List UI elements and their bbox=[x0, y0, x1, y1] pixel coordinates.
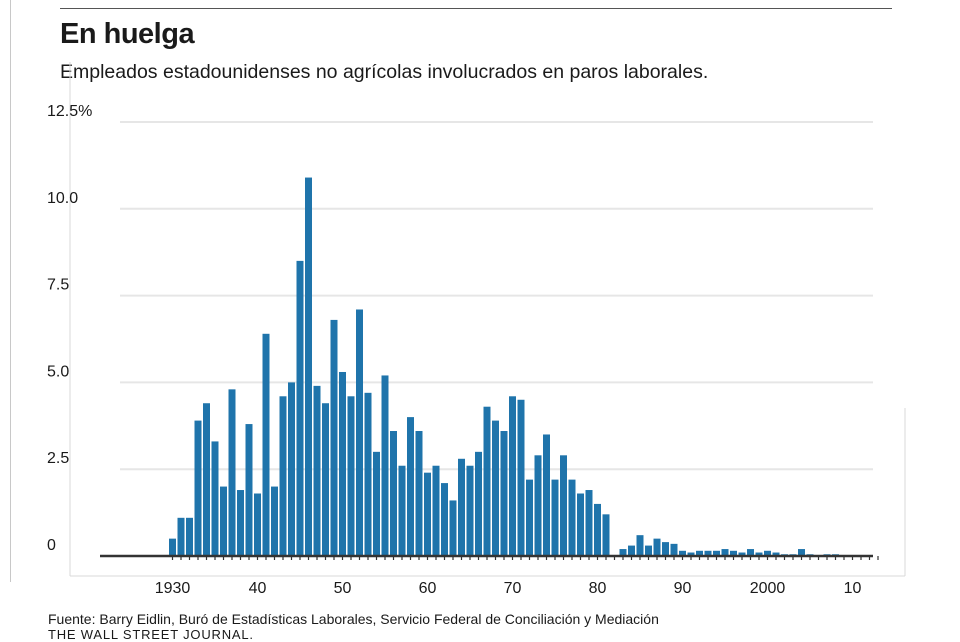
axes bbox=[69, 62, 906, 577]
bar-1959 bbox=[415, 431, 423, 556]
bar-1999 bbox=[755, 552, 763, 556]
bar-1931 bbox=[177, 517, 185, 556]
bar-1997 bbox=[738, 552, 746, 556]
bar-1946 bbox=[305, 177, 312, 556]
x-tick-label-5: 80 bbox=[589, 580, 607, 597]
bar-1973 bbox=[534, 455, 542, 556]
bar-2000 bbox=[764, 550, 771, 556]
bar-1967 bbox=[483, 406, 491, 556]
x-tick-label-1: 40 bbox=[249, 580, 267, 597]
x-tick-label-2: 50 bbox=[334, 580, 352, 597]
publisher-credit: THE WALL STREET JOURNAL. bbox=[48, 627, 254, 642]
y-tick-label-2: 5.0 bbox=[47, 363, 69, 380]
bar-1955 bbox=[381, 375, 389, 556]
bar-1985 bbox=[636, 535, 644, 556]
bar-1993 bbox=[704, 550, 712, 556]
bar-1941 bbox=[262, 333, 270, 556]
bar-1990 bbox=[679, 550, 686, 556]
bar-1961 bbox=[432, 465, 440, 556]
x-tick-label-4: 70 bbox=[504, 580, 522, 597]
bar-1980 bbox=[594, 503, 601, 556]
bar-1992 bbox=[696, 550, 703, 556]
bar-1968 bbox=[492, 420, 499, 556]
x-tick-label-6: 90 bbox=[674, 580, 692, 597]
y-tick-label-5: 12.5% bbox=[47, 103, 92, 120]
bar-1930 bbox=[169, 538, 176, 556]
chart-subtitle: Empleados estadounidenses no agrícolas i… bbox=[60, 61, 709, 83]
bar-1978 bbox=[577, 493, 584, 556]
bar-1989 bbox=[670, 543, 678, 556]
bar-1942 bbox=[271, 486, 278, 556]
bar-1951 bbox=[347, 396, 355, 556]
bar-1962 bbox=[441, 483, 448, 556]
left-border-line bbox=[10, 0, 11, 582]
bar-1964 bbox=[458, 458, 465, 556]
source-note: Fuente: Barry Eidlin, Buró de Estadístic… bbox=[48, 611, 659, 627]
bar-1969 bbox=[500, 431, 508, 556]
bar-1935 bbox=[211, 441, 219, 556]
bar-1934 bbox=[203, 403, 210, 556]
bar-1987 bbox=[653, 538, 661, 556]
bar-1960 bbox=[424, 472, 431, 556]
bar-2004 bbox=[798, 549, 805, 556]
y-tick-label-0: 0 bbox=[47, 537, 56, 554]
bars bbox=[169, 177, 873, 556]
bar-1965 bbox=[466, 465, 474, 556]
bar-1944 bbox=[288, 382, 295, 556]
bar-1983 bbox=[619, 549, 627, 556]
bar-1970 bbox=[509, 396, 516, 556]
bar-1940 bbox=[254, 493, 261, 556]
bar-1988 bbox=[662, 542, 669, 556]
bar-1963 bbox=[449, 500, 457, 556]
bar-1995 bbox=[721, 549, 729, 556]
bar-1996 bbox=[730, 550, 737, 556]
bar-1971 bbox=[517, 399, 525, 556]
bar-1974 bbox=[543, 434, 550, 556]
bar-1943 bbox=[279, 396, 287, 556]
bar-1966 bbox=[475, 451, 482, 556]
x-tick-label-0: 1930 bbox=[155, 580, 191, 597]
chart-title: En huelga bbox=[60, 18, 195, 50]
y-tick-label-4: 10.0 bbox=[47, 190, 78, 207]
bar-1994 bbox=[713, 550, 720, 556]
bar-1932 bbox=[186, 517, 193, 556]
top-rule-line bbox=[60, 8, 892, 9]
bar-1933 bbox=[194, 420, 202, 556]
bar-1936 bbox=[220, 486, 227, 556]
bar-1975 bbox=[551, 479, 559, 556]
bar-1958 bbox=[407, 417, 414, 556]
tick-labels: 0 2.5 5.0 7.5 10.0 12.5% 1930 40 50 60 70 80 90 2000 1… bbox=[47, 103, 862, 597]
bar-1972 bbox=[526, 479, 533, 556]
bar-1954 bbox=[373, 451, 380, 556]
bar-1981 bbox=[602, 514, 610, 556]
bar-1953 bbox=[364, 392, 372, 556]
bar-1939 bbox=[245, 424, 253, 556]
bar-1984 bbox=[628, 545, 635, 556]
bar-1976 bbox=[560, 455, 567, 556]
bar-1948 bbox=[322, 403, 329, 556]
y-tick-label-1: 2.5 bbox=[47, 450, 69, 467]
bar-1956 bbox=[390, 431, 397, 556]
bar-1947 bbox=[313, 385, 321, 556]
bar-1957 bbox=[398, 465, 406, 556]
x-tick-label-7: 2000 bbox=[750, 580, 786, 597]
x-tick-label-3: 60 bbox=[419, 580, 437, 597]
bar-1998 bbox=[747, 549, 754, 556]
bar-1950 bbox=[339, 371, 346, 556]
y-tick-label-3: 7.5 bbox=[47, 277, 69, 294]
bar-1979 bbox=[585, 490, 593, 556]
bar-1945 bbox=[296, 260, 304, 556]
bar-1949 bbox=[330, 319, 338, 556]
bar-1986 bbox=[645, 545, 652, 556]
bar-2001 bbox=[772, 552, 780, 556]
bar-1952 bbox=[356, 309, 363, 556]
bar-chart: 0 2.5 5.0 7.5 10.0 12.5% 1930 40 50 60 70 80 90 2000 1… bbox=[47, 62, 906, 597]
bar-1991 bbox=[687, 552, 695, 556]
x-tick-label-8: 10 bbox=[844, 580, 862, 597]
bar-1938 bbox=[237, 490, 244, 556]
bar-1937 bbox=[228, 389, 236, 556]
bar-1977 bbox=[568, 479, 576, 556]
